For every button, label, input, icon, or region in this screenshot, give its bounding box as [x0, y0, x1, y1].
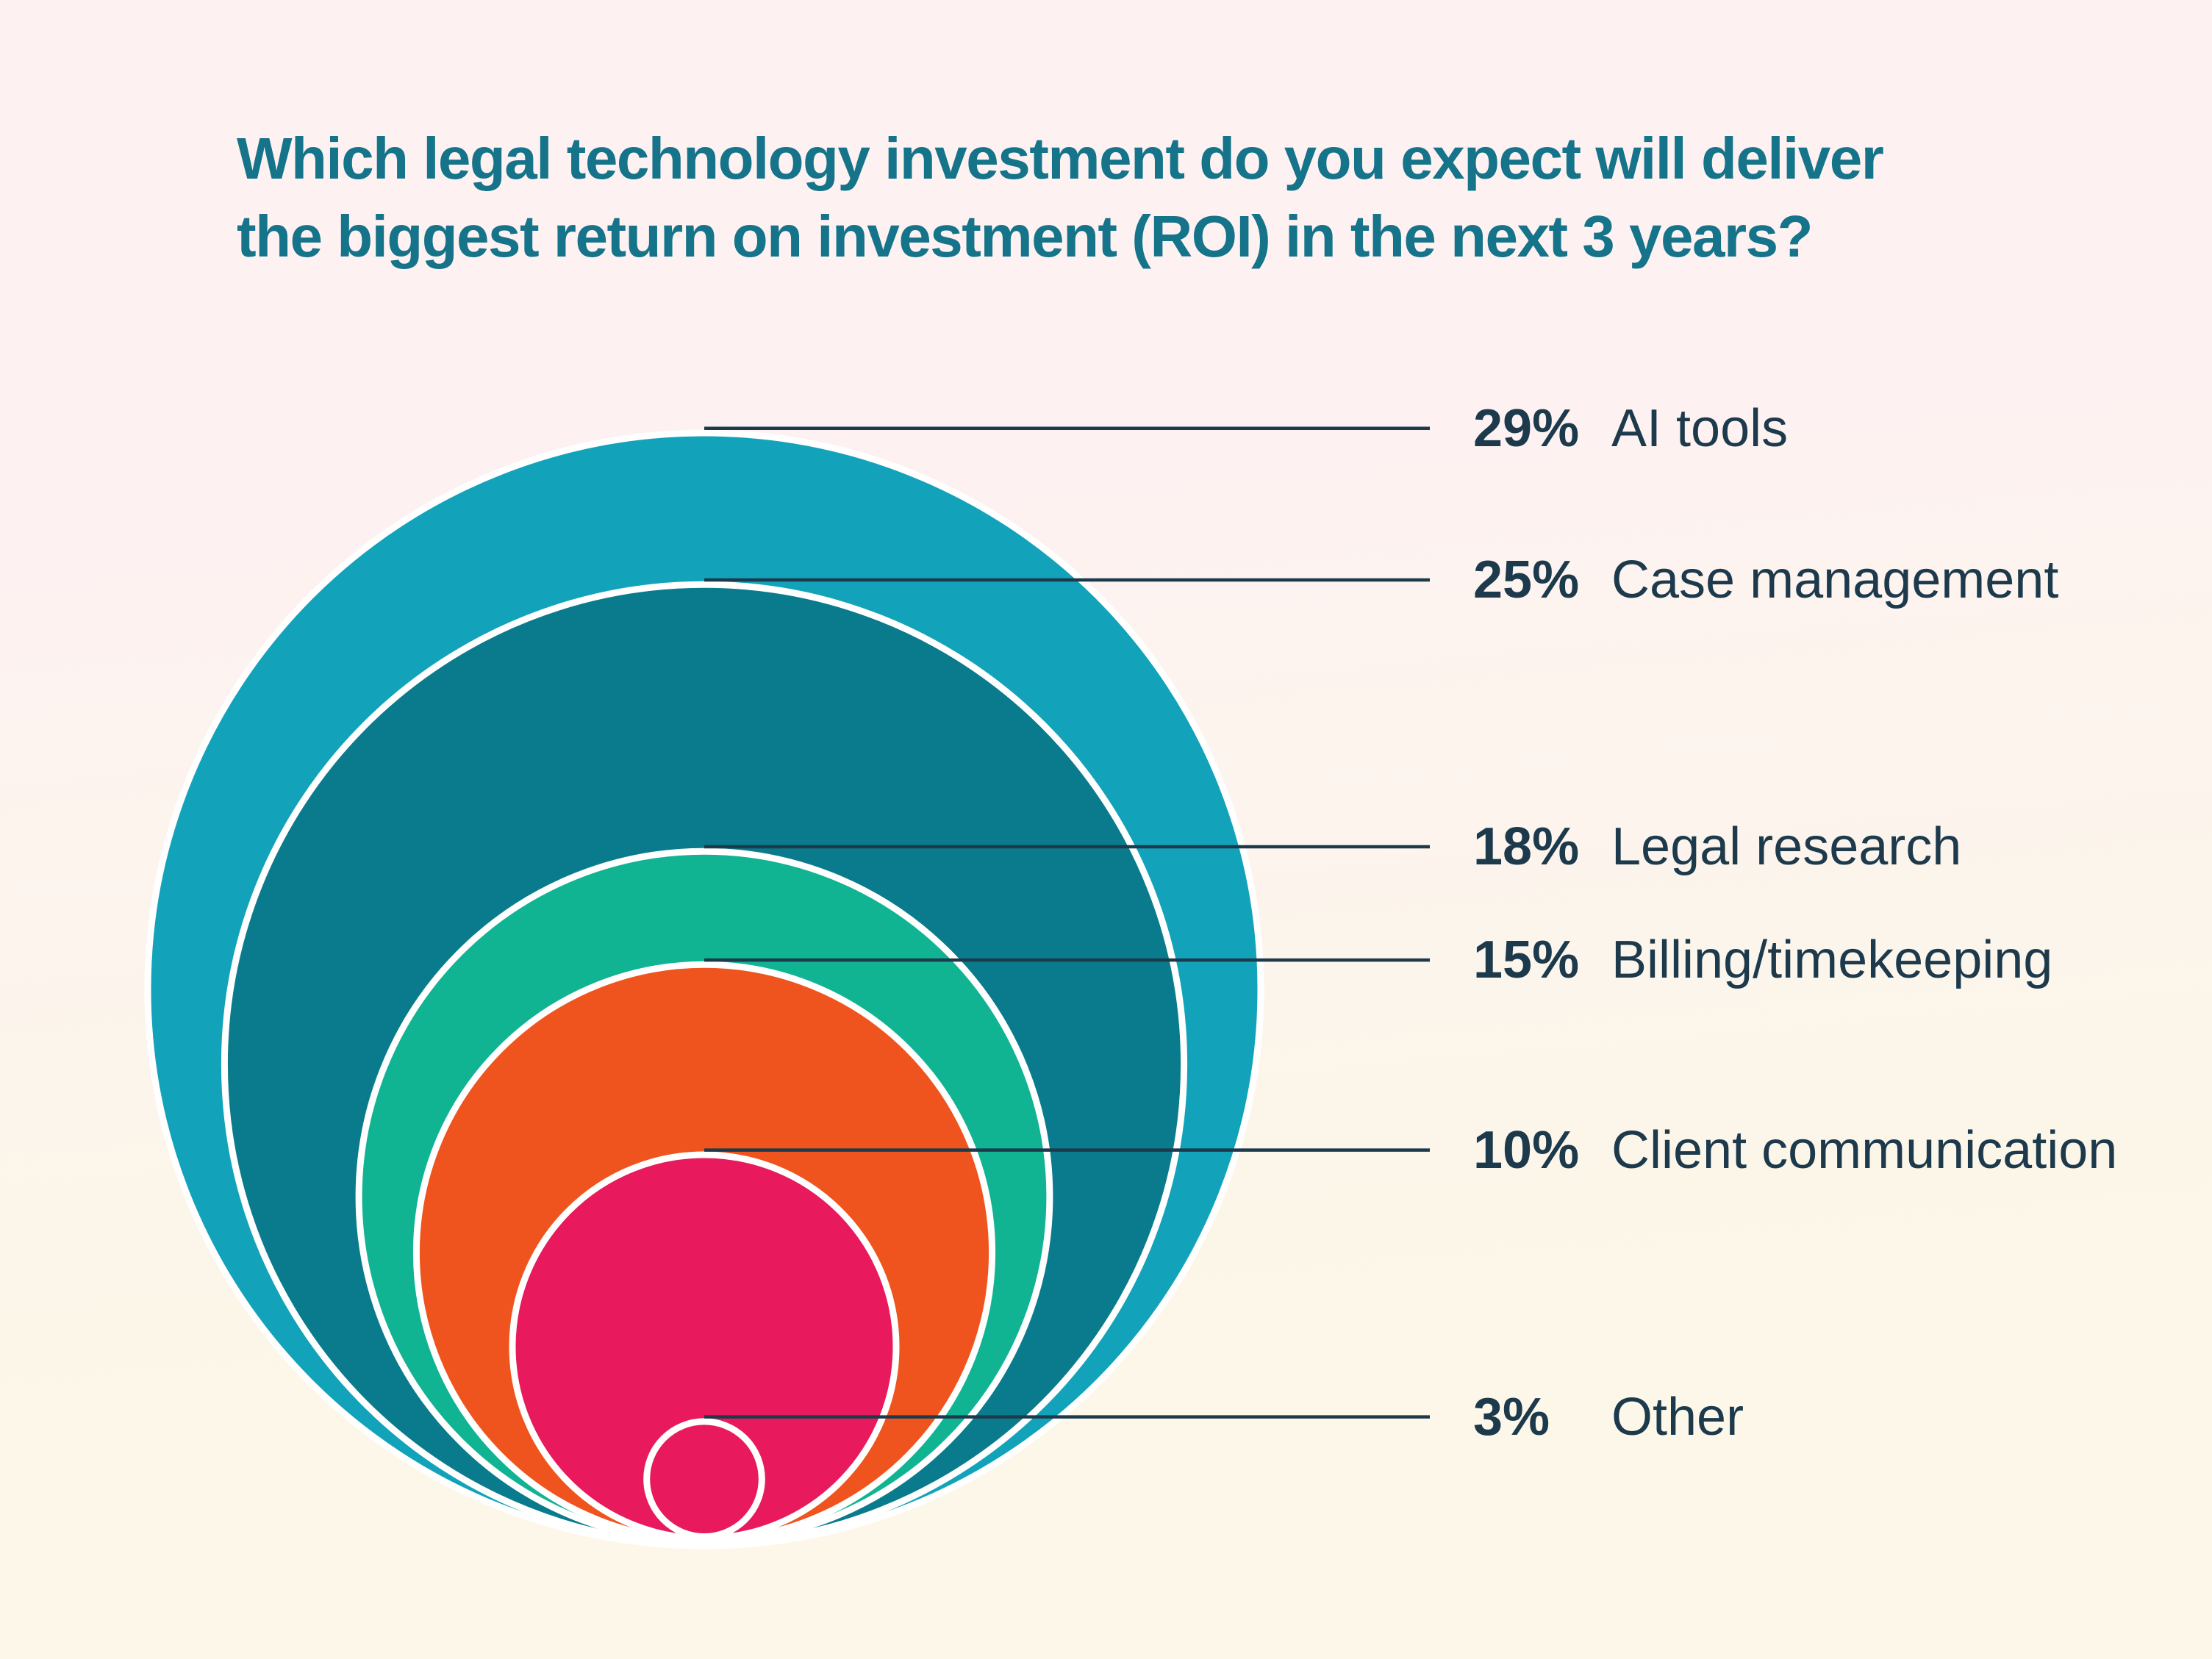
legend-row-case-management: 25% Case management	[1473, 547, 2058, 613]
legend-value-ai-tools: 29%	[1473, 399, 1580, 458]
legend-row-legal-research: 18% Legal research	[1473, 814, 1961, 880]
legend-row-billing-timekeeping: 15% Billing/timekeeping	[1473, 927, 2052, 993]
legend-label-legal-research: Legal research	[1611, 817, 1962, 876]
legend-label-case-management: Case management	[1611, 551, 2059, 609]
legend-value-client-communication: 10%	[1473, 1121, 1580, 1180]
legend-label-other: Other	[1611, 1388, 1744, 1447]
legend-label-ai-tools: AI tools	[1611, 399, 1789, 458]
page-title: Which legal technology investment do you…	[237, 120, 1884, 276]
title-line-2: the biggest return on investment (ROI) i…	[237, 204, 1813, 270]
legend-row-other: 3% Other	[1473, 1384, 1744, 1450]
legend-row-ai-tools: 29% AI tools	[1473, 395, 1788, 462]
title-line-1: Which legal technology investment do you…	[237, 126, 1884, 191]
legend-value-billing-timekeeping: 15%	[1473, 931, 1580, 989]
legend-row-client-communication: 10% Client communication	[1473, 1117, 2117, 1183]
legend-value-other: 3%	[1473, 1388, 1550, 1447]
bubble-other	[643, 1418, 765, 1540]
legend-value-legal-research: 18%	[1473, 817, 1580, 876]
legend-label-billing-timekeeping: Billing/timekeeping	[1611, 931, 2053, 989]
legend-value-case-management: 25%	[1473, 551, 1580, 609]
legend-label-client-communication: Client communication	[1611, 1121, 2118, 1180]
